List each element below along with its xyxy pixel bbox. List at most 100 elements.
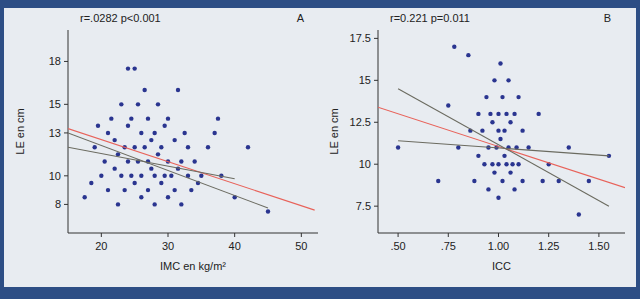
- point: [212, 131, 216, 135]
- point: [172, 188, 176, 192]
- point: [102, 159, 106, 163]
- y-tick: [374, 38, 378, 39]
- y-tick-label: 7.5: [356, 200, 371, 212]
- point: [490, 162, 494, 166]
- point: [172, 138, 176, 142]
- point: [179, 159, 183, 163]
- panel: 81013151820304050r=.0282 p<0.001AIMC en …: [14, 12, 318, 272]
- y-tick: [374, 122, 378, 123]
- point: [206, 145, 210, 149]
- point: [139, 195, 143, 199]
- point: [162, 174, 166, 178]
- point: [567, 145, 571, 149]
- point: [132, 145, 136, 149]
- point: [119, 174, 123, 178]
- point: [99, 174, 103, 178]
- x-axis-label: ICC: [492, 260, 511, 272]
- y-tick: [64, 204, 68, 205]
- point: [466, 53, 470, 57]
- point: [109, 116, 113, 120]
- point: [156, 152, 160, 156]
- point: [492, 170, 496, 174]
- y-tick-label: 12.5: [350, 116, 371, 128]
- point: [510, 162, 514, 166]
- x-axis: [68, 233, 318, 234]
- point: [512, 112, 516, 116]
- point: [502, 128, 506, 132]
- point: [139, 131, 143, 135]
- point: [146, 188, 150, 192]
- point: [129, 116, 133, 120]
- x-tick: [234, 233, 235, 237]
- y-tick-label: 13: [49, 127, 61, 139]
- y-tick: [64, 61, 68, 62]
- y-axis: [68, 30, 69, 233]
- point: [149, 138, 153, 142]
- x-tick-label: 40: [229, 240, 241, 252]
- point: [500, 179, 504, 183]
- point: [179, 202, 183, 206]
- x-tick-label: 20: [95, 240, 107, 252]
- point: [159, 181, 163, 185]
- y-axis-label: LE en cm: [328, 108, 340, 154]
- point: [126, 159, 130, 163]
- point: [496, 196, 500, 200]
- point: [246, 145, 250, 149]
- point: [142, 88, 146, 92]
- point: [490, 120, 494, 124]
- point: [496, 128, 500, 132]
- y-tick: [64, 175, 68, 176]
- y-tick: [374, 206, 378, 207]
- figure: 81013151820304050r=.0282 p<0.001AIMC en …: [0, 0, 640, 299]
- point: [472, 179, 476, 183]
- point: [500, 95, 504, 99]
- point: [192, 159, 196, 163]
- point: [139, 174, 143, 178]
- fit-line: [398, 89, 609, 206]
- point: [156, 102, 160, 106]
- point: [486, 187, 490, 191]
- point: [508, 120, 512, 124]
- y-tick-label: 17.5: [350, 32, 371, 44]
- point: [119, 102, 123, 106]
- point: [504, 112, 508, 116]
- point: [498, 61, 502, 65]
- point: [162, 124, 166, 128]
- point: [520, 179, 524, 183]
- point: [132, 181, 136, 185]
- point: [516, 162, 520, 166]
- x-tick-label: .75: [441, 240, 456, 252]
- fit-line: [68, 147, 235, 178]
- point: [122, 188, 126, 192]
- x-tick-label: 30: [162, 240, 174, 252]
- point: [152, 174, 156, 178]
- point: [266, 209, 270, 213]
- point: [186, 145, 190, 149]
- point: [496, 162, 500, 166]
- x-tick: [448, 233, 449, 237]
- point: [446, 103, 450, 107]
- point: [169, 174, 173, 178]
- point: [452, 45, 456, 49]
- point: [516, 95, 520, 99]
- point: [476, 112, 480, 116]
- point: [496, 112, 500, 116]
- point: [482, 162, 486, 166]
- point: [176, 88, 180, 92]
- annotation: r=0.221 p=0.011: [390, 12, 470, 24]
- y-axis-label: LE en cm: [14, 108, 26, 154]
- point: [506, 78, 510, 82]
- point: [146, 116, 150, 120]
- point: [476, 154, 480, 158]
- x-tick: [498, 233, 499, 237]
- point: [152, 202, 156, 206]
- point: [142, 145, 146, 149]
- fit-line: [398, 141, 609, 156]
- point: [126, 66, 130, 70]
- y-tick-label: 15: [359, 74, 371, 86]
- point: [512, 187, 516, 191]
- point: [498, 137, 502, 141]
- panel: 7.51012.51517.5.50.751.001.251.50r=0.221…: [328, 12, 625, 272]
- point: [520, 128, 524, 132]
- plot-data: [68, 66, 315, 213]
